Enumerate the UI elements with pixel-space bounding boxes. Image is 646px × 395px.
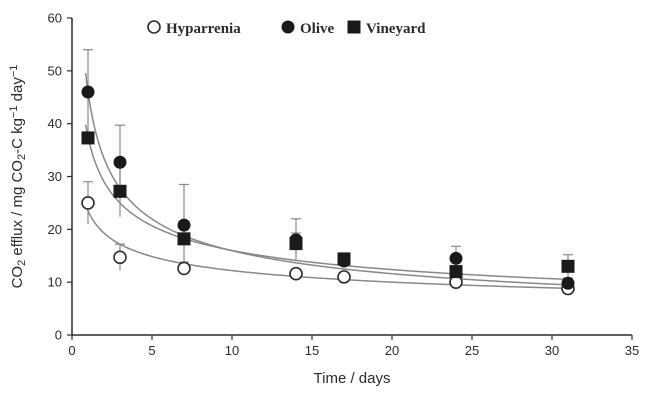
point-vineyard: [561, 259, 575, 273]
legend-label-vineyard: Vineyard: [366, 21, 426, 37]
error-bars: [83, 49, 573, 292]
point-hyparrenia: [289, 266, 303, 281]
y-axis-title-part: 2: [16, 260, 28, 266]
legend: Hyparrenia Olive Vineyard: [147, 20, 426, 37]
y-axis-title-part: CO: [9, 266, 26, 289]
x-axis-title: Time / days: [314, 370, 391, 387]
point-vineyard: [449, 265, 463, 279]
y-axis-title-part: day: [9, 77, 26, 106]
point-olive: [561, 276, 575, 290]
y-axis-title-part: 2: [16, 154, 28, 160]
point-olive: [81, 85, 95, 99]
point-vineyard: [177, 232, 191, 246]
y-tick-label: 20: [48, 222, 62, 237]
y-axis-title-part: −1: [8, 65, 20, 78]
x-tick-label: 10: [225, 343, 239, 358]
y-tick-label: 60: [48, 11, 62, 26]
point-hyparrenia: [337, 270, 351, 284]
legend-marker-hyparrenia: [147, 20, 161, 34]
point-hyparrenia: [81, 196, 95, 210]
legend-marker-olive: [281, 20, 295, 34]
y-tick-label: 30: [48, 169, 62, 184]
legend-label-olive: Olive: [300, 21, 335, 37]
legend-label-hyparrenia: Hyparrenia: [166, 21, 241, 37]
x-tick-label: 5: [148, 343, 155, 358]
point-olive: [113, 155, 127, 169]
fit-curves: [84, 73, 568, 290]
y-axis-title-part: −1: [8, 106, 20, 119]
x-tick-label: 25: [465, 343, 479, 358]
point-vineyard: [337, 252, 351, 266]
y-axis-title: CO2 efflux / mg CO2-C kg−1 day−1: [8, 65, 28, 289]
fit-curve-hyparrenia: [84, 204, 568, 290]
y-tick-label: 50: [48, 63, 62, 78]
x-tick-label: 0: [68, 343, 75, 358]
point-hyparrenia: [113, 250, 127, 265]
point-hyparrenia: [177, 261, 191, 276]
y-axis-title-part: efflux / mg CO: [9, 160, 26, 260]
y-tick-label: 10: [48, 275, 62, 290]
point-vineyard: [289, 237, 303, 251]
legend-marker-vineyard: [347, 20, 361, 34]
x-tick-label: 35: [625, 343, 639, 358]
fit-curve-olive: [84, 73, 568, 286]
axes: 0 5 10 15 20 25 30 35 0 10 20 30 40 50 60 Time / days CO…: [8, 11, 639, 388]
point-vineyard: [81, 131, 95, 145]
y-tick-label: 40: [48, 116, 62, 131]
point-olive: [177, 218, 191, 232]
y-tick-label: 0: [55, 328, 62, 343]
data-points: [81, 85, 575, 296]
x-tick-label: 20: [385, 343, 399, 358]
x-tick-label: 30: [545, 343, 559, 358]
point-vineyard: [113, 184, 127, 198]
x-tick-label: 15: [305, 343, 319, 358]
y-axis-title-part: -C kg: [9, 118, 26, 154]
point-olive: [449, 251, 463, 265]
fit-curve-vineyard: [84, 124, 568, 281]
